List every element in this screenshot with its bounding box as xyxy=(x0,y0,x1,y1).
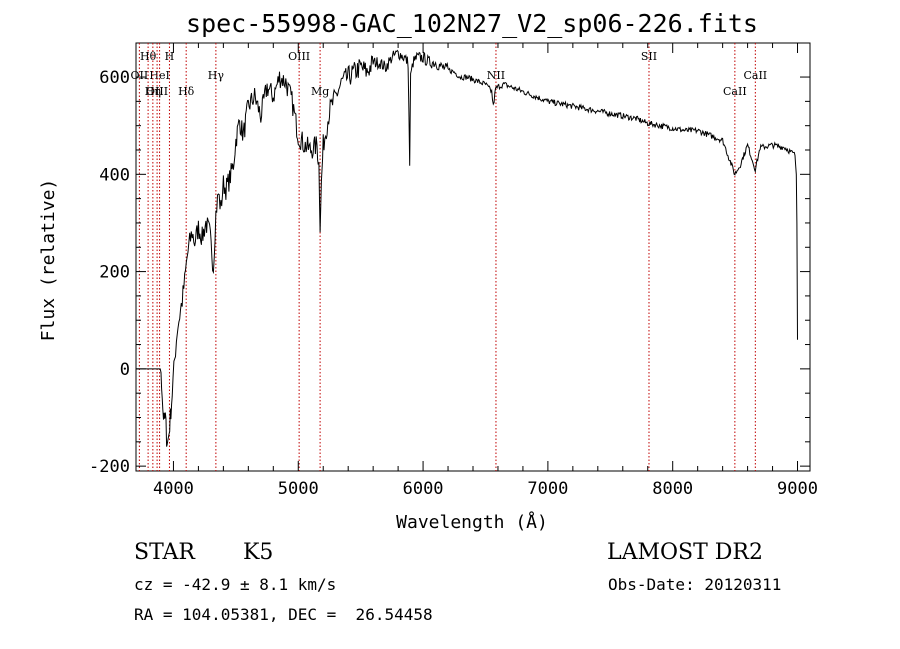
spectral-line-label: CaII xyxy=(723,85,747,98)
y-tick-label: 600 xyxy=(99,68,130,88)
x-tick-label: 7000 xyxy=(527,479,568,499)
spectral-line-label: CaII xyxy=(743,69,767,82)
y-tick-label: -200 xyxy=(89,457,130,477)
spectral-line-label: Hδ xyxy=(178,85,195,98)
spectral-line-label: Hθ xyxy=(140,50,157,63)
spectral-line-label: OII xyxy=(131,69,149,82)
spectral-line-label: NII xyxy=(487,69,505,82)
chart-title: spec-55998-GAC_102N27_V2_sp06-226.fits xyxy=(186,9,758,38)
spectral-line-label: Hγ xyxy=(208,69,225,82)
spectral-line-label: H xyxy=(165,50,175,63)
redshift-velocity: cz = -42.9 ± 8.1 km/s xyxy=(134,575,337,594)
spectral-line-label: OIII xyxy=(146,85,168,98)
spectral-line-label: Hη xyxy=(145,85,161,98)
object-class: STAR xyxy=(134,540,195,565)
spectral-line-label: Mg xyxy=(311,85,329,98)
plot-frame xyxy=(135,42,811,472)
x-tick-label: 4000 xyxy=(153,479,194,499)
x-tick-label: 5000 xyxy=(278,479,319,499)
x-axis-label: Wavelength (Å) xyxy=(396,511,548,533)
spectrum-series-line xyxy=(136,49,798,447)
y-tick-label: 200 xyxy=(99,263,130,283)
y-tick-label: 0 xyxy=(120,360,130,380)
spectral-line-label: SII xyxy=(641,50,657,63)
spectral-line-label: HeI xyxy=(149,69,169,82)
observation-date: Obs-Date: 20120311 xyxy=(608,575,782,594)
survey-name: LAMOST DR2 xyxy=(607,540,763,565)
x-tick-label: 8000 xyxy=(652,479,693,499)
y-tick-label: 400 xyxy=(99,165,130,185)
x-tick-label: 9000 xyxy=(777,479,818,499)
y-axis-label: Flux (relative) xyxy=(38,179,59,342)
coordinates: RA = 104.05381, DEC = 26.54458 xyxy=(134,605,433,624)
x-tick-label: 6000 xyxy=(403,479,444,499)
object-subclass: K5 xyxy=(243,540,274,565)
spectral-line-label: OIII xyxy=(288,50,310,63)
